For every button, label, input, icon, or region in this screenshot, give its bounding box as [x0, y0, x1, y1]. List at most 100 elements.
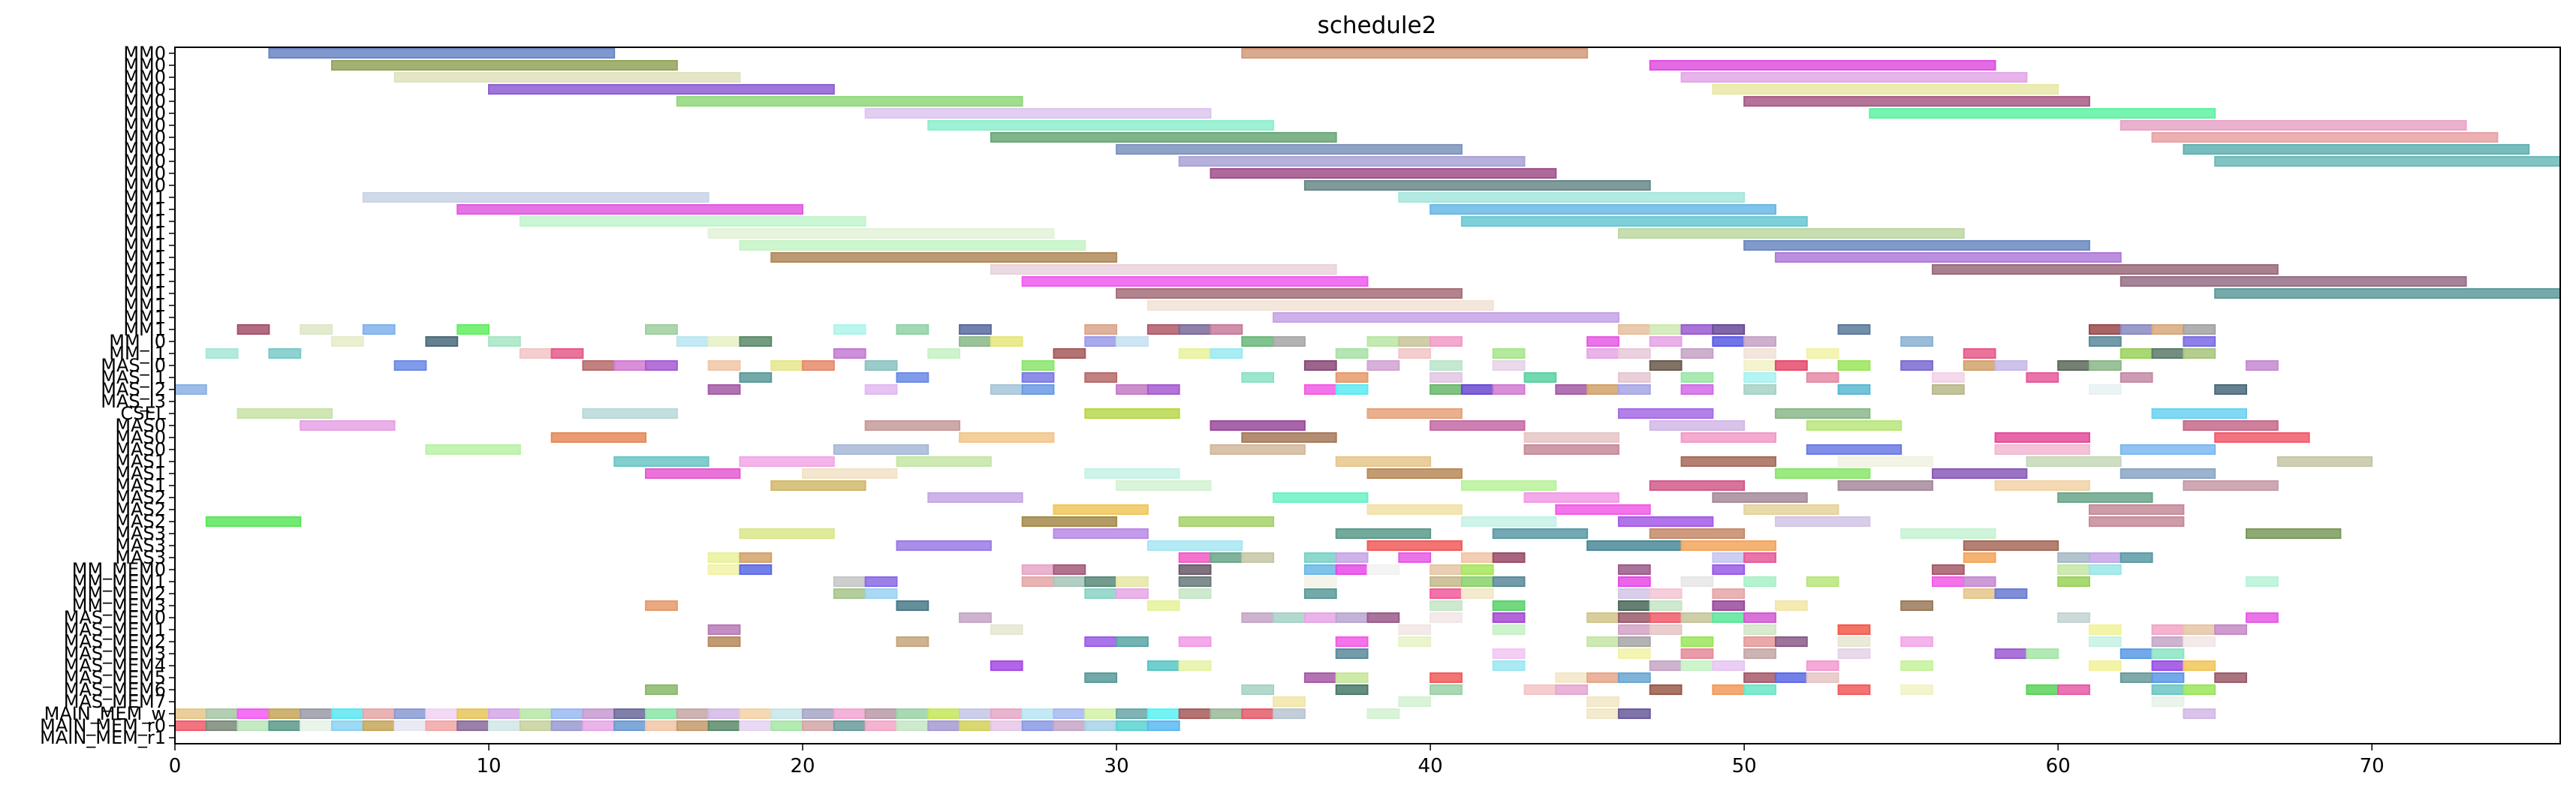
task-bar	[1053, 564, 1086, 576]
task-bar	[2088, 564, 2122, 576]
task-bar	[1743, 684, 1776, 696]
task-bar	[1146, 323, 1180, 335]
y-tick-label: MAIN_MEM_r1	[40, 727, 166, 748]
task-bar	[707, 636, 741, 648]
task-bar	[802, 708, 835, 720]
task-bar	[1712, 323, 1746, 335]
task-bar	[990, 708, 1023, 720]
task-bar	[550, 432, 647, 444]
task-bar	[488, 83, 835, 95]
task-bar	[2214, 624, 2247, 636]
task-bar	[2120, 444, 2216, 456]
task-bar	[1900, 600, 1933, 612]
task-bar	[2151, 408, 2247, 420]
task-bar	[1994, 648, 2028, 660]
task-bar	[1178, 347, 1212, 359]
y-tick-label: MM0	[123, 55, 166, 76]
task-bar	[1837, 624, 1871, 636]
task-bar	[1146, 299, 1494, 311]
task-bar	[1680, 612, 1714, 624]
task-bar	[1617, 383, 1651, 396]
task-bar	[1430, 383, 1463, 396]
task-bar	[959, 323, 992, 335]
task-bar	[2088, 323, 2122, 335]
y-tick-label: MM0	[123, 67, 166, 88]
y-tick-label: MM_MEM3	[72, 595, 166, 616]
task-bar	[802, 359, 835, 371]
y-tick-label: MM1	[123, 283, 166, 304]
task-bar	[1617, 708, 1651, 720]
y-tick-label: MAS_MEM0	[64, 607, 166, 628]
task-bar	[1774, 408, 1871, 420]
task-bar	[1617, 371, 1651, 383]
task-bar	[1680, 648, 1714, 660]
task-bar	[1146, 660, 1180, 672]
task-bar	[896, 323, 929, 335]
task-bar	[362, 720, 396, 732]
task-bar	[2120, 468, 2216, 480]
task-bar	[425, 335, 459, 347]
task-bar	[613, 720, 647, 732]
task-bar	[425, 720, 459, 732]
task-bar	[1712, 588, 1746, 600]
y-tick-label: MAS0	[115, 415, 166, 436]
task-bar	[990, 624, 1023, 636]
task-bar	[2120, 552, 2153, 564]
task-bar	[1712, 335, 1746, 347]
task-bar	[1053, 504, 1149, 516]
task-bar	[1806, 672, 1839, 684]
task-bar	[959, 335, 992, 347]
task-bar	[1430, 335, 1463, 347]
task-bar	[174, 708, 207, 720]
y-tick-label: MAS0	[115, 427, 166, 448]
x-tick-label: 0	[169, 755, 182, 777]
task-bar	[896, 540, 992, 552]
y-tick-label: MAS2	[115, 487, 166, 508]
task-bar	[1617, 227, 1965, 239]
task-bar	[1712, 492, 1808, 504]
task-bar	[802, 720, 835, 732]
task-bar	[1241, 335, 1275, 347]
task-bar	[582, 708, 616, 720]
task-bar	[1492, 528, 1589, 540]
task-bar	[1178, 552, 1212, 564]
task-bar	[2088, 624, 2122, 636]
task-bar	[1994, 588, 2028, 600]
task-bar	[2183, 684, 2216, 696]
task-bar	[1116, 720, 1149, 732]
task-bar	[488, 708, 521, 720]
task-bar	[1774, 636, 1808, 648]
task-bar	[1617, 516, 1714, 528]
task-bar	[2151, 648, 2185, 660]
y-tick-label: MM_MEM1	[72, 571, 166, 592]
x-axis: 0 10 20 30 40 50 60 70	[169, 744, 2385, 777]
task-bar	[1523, 371, 1557, 383]
task-bar	[1743, 636, 1776, 648]
y-tick-label: MAS_MEM6	[64, 679, 166, 700]
task-bar	[864, 359, 898, 371]
y-tick-label: MM0	[123, 163, 166, 184]
task-bar	[1178, 576, 1212, 588]
task-bar	[927, 119, 1275, 131]
task-bar	[707, 708, 741, 720]
task-bar	[1430, 420, 1526, 432]
task-bar	[833, 708, 866, 720]
task-bar	[739, 528, 835, 540]
task-bar	[1492, 624, 1526, 636]
y-tick-label: MM1	[123, 235, 166, 256]
task-bar	[1460, 564, 1494, 576]
y-tick-label: MM_I1	[109, 343, 166, 364]
task-bar	[1774, 468, 1871, 480]
y-tick-label: MAS3	[115, 547, 166, 568]
task-bar	[1492, 347, 1526, 359]
task-bar	[1084, 335, 1118, 347]
task-bar	[1712, 660, 1746, 672]
task-bar	[1555, 672, 1589, 684]
task-bar	[425, 444, 521, 456]
task-bar	[1210, 444, 1306, 456]
task-bar	[1649, 528, 1746, 540]
task-bar	[1900, 660, 1933, 672]
task-bar	[1335, 672, 1369, 684]
task-bar	[2151, 636, 2185, 648]
task-bar	[1617, 648, 1651, 660]
